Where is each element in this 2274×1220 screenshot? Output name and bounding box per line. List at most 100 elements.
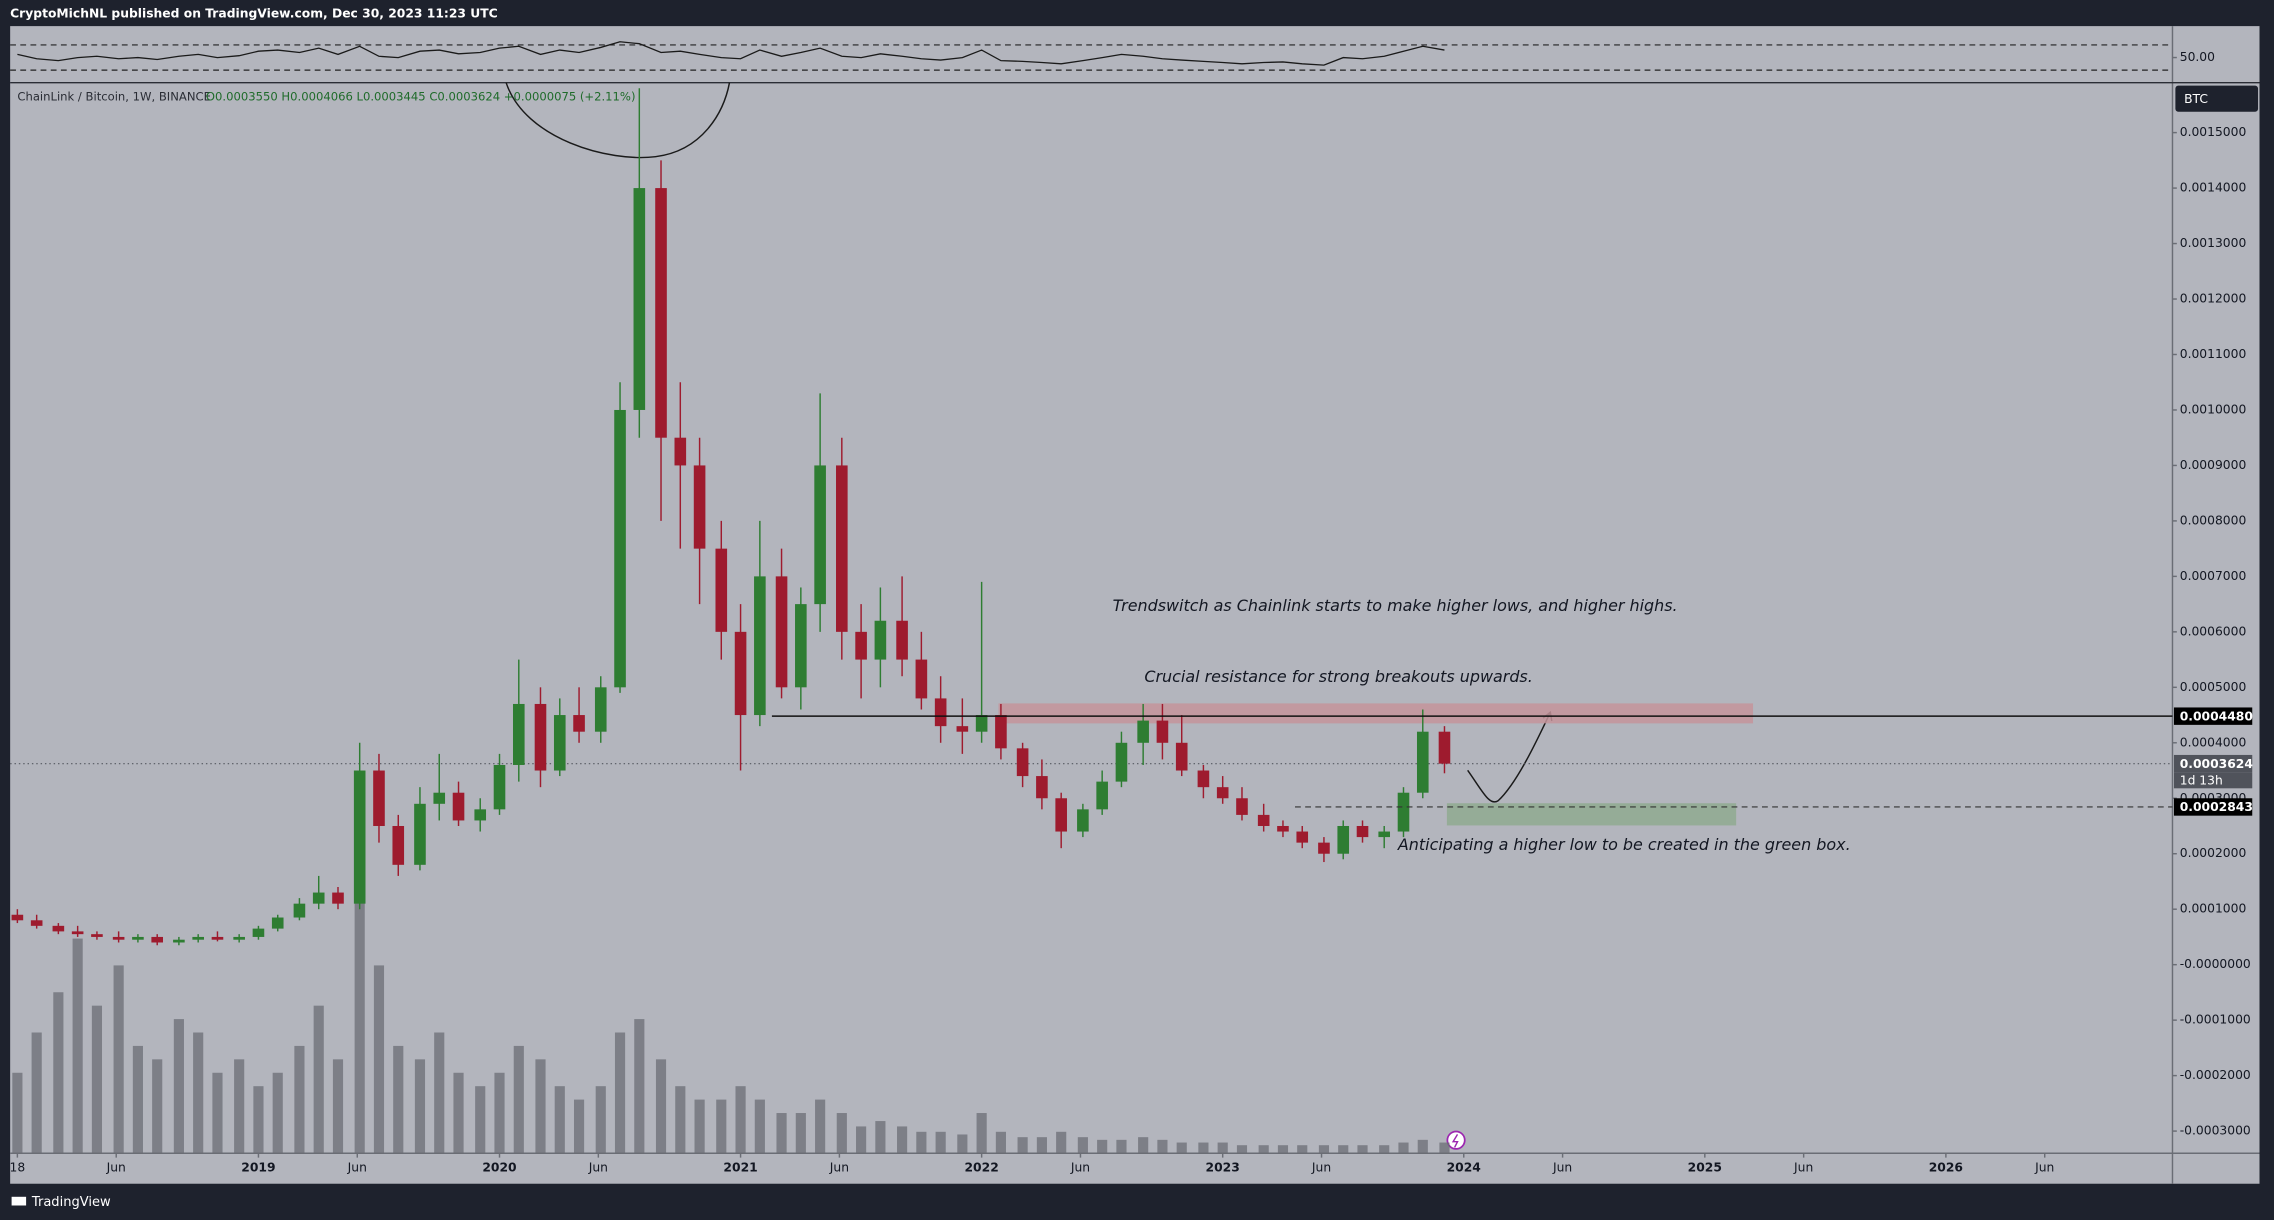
volume-bar bbox=[31, 1032, 42, 1154]
candle-body bbox=[995, 715, 1007, 749]
volume-bar bbox=[1116, 1139, 1127, 1154]
x-tick-label: 2022 bbox=[964, 1160, 998, 1174]
candle-body bbox=[252, 928, 265, 937]
candle-body bbox=[1416, 731, 1429, 793]
y-tick-label: 0.0010000 bbox=[2180, 402, 2247, 416]
y-tick-label: 0.0015000 bbox=[2180, 125, 2247, 139]
x-tick-label: 2019 bbox=[241, 1160, 275, 1174]
volume-bar bbox=[836, 1113, 847, 1154]
volume-bar bbox=[354, 884, 365, 1154]
candle-body bbox=[474, 809, 487, 821]
candle-body bbox=[1296, 831, 1309, 843]
y-tick-label: 0.0006000 bbox=[2180, 624, 2247, 638]
candle-body bbox=[594, 687, 607, 732]
zone bbox=[998, 703, 1754, 724]
candle-body bbox=[52, 925, 65, 932]
candle-body bbox=[1077, 809, 1089, 832]
candle-body bbox=[754, 576, 766, 716]
candle-body bbox=[1378, 831, 1391, 838]
x-tick-label: Jun bbox=[2034, 1160, 2054, 1174]
y-tick-label: 0.0001000 bbox=[2180, 902, 2247, 916]
volume-bar bbox=[173, 1019, 184, 1154]
y-tick-label: 0.0014000 bbox=[2180, 181, 2247, 195]
volume-bar bbox=[1157, 1139, 1168, 1154]
volume-bar bbox=[373, 965, 385, 1154]
event-icon[interactable] bbox=[1446, 1130, 1466, 1150]
volume-bar bbox=[1417, 1139, 1428, 1154]
candle-body bbox=[1318, 842, 1330, 854]
volume-bar bbox=[1198, 1142, 1209, 1154]
candle-body bbox=[775, 576, 788, 688]
y-tick-label: 0.0007000 bbox=[2180, 569, 2247, 583]
volume-bar bbox=[332, 1059, 344, 1154]
x-tick-label: 2021 bbox=[723, 1160, 757, 1174]
volume-bar bbox=[675, 1086, 686, 1154]
candle-body bbox=[512, 703, 525, 765]
volume-bar bbox=[212, 1072, 223, 1154]
candle-body bbox=[795, 604, 807, 688]
candle-body bbox=[452, 792, 465, 821]
annotation: Anticipating a higher low to be created … bbox=[1397, 835, 1851, 854]
candle-body bbox=[553, 715, 566, 771]
volume-bar bbox=[1036, 1137, 1047, 1154]
candle-body bbox=[734, 631, 747, 716]
candle-body bbox=[173, 939, 185, 943]
volume-bar bbox=[234, 1059, 245, 1154]
volume-bar bbox=[253, 1086, 264, 1154]
candle-body bbox=[30, 920, 43, 926]
volume-bar bbox=[475, 1086, 486, 1154]
y-tick-label: 0.0004000 bbox=[2180, 735, 2247, 749]
candle-body bbox=[192, 936, 204, 940]
candle-body bbox=[1055, 798, 1067, 832]
volume-bar bbox=[1176, 1142, 1187, 1154]
candle-body bbox=[1236, 798, 1248, 815]
volume-bar bbox=[716, 1099, 727, 1154]
candle-body bbox=[271, 917, 284, 929]
candle-body bbox=[874, 620, 887, 660]
volume-bar bbox=[91, 1005, 103, 1154]
chart-area bbox=[10, 26, 2260, 1184]
volume-bar bbox=[1398, 1142, 1409, 1154]
volume-bar bbox=[875, 1121, 886, 1154]
rsi-tick-label: 50.00 bbox=[2180, 50, 2215, 64]
x-tick-label: Jun bbox=[347, 1160, 367, 1174]
candle-body bbox=[655, 188, 667, 438]
volume-bar bbox=[957, 1134, 968, 1154]
candle-body bbox=[855, 631, 867, 660]
ohlc-legend: O0.0003550 H0.0004066 L0.0003445 C0.0003… bbox=[206, 90, 636, 104]
candle-body bbox=[332, 892, 344, 904]
rsi-line bbox=[17, 41, 1445, 66]
volume-bar bbox=[1077, 1137, 1088, 1154]
candle-body bbox=[211, 936, 224, 940]
volume-bar bbox=[53, 992, 64, 1154]
candle-body bbox=[493, 764, 506, 810]
volume-bar bbox=[1297, 1145, 1308, 1154]
candle-body bbox=[1175, 742, 1188, 771]
candle-body bbox=[91, 934, 103, 937]
volume-bar bbox=[313, 1005, 324, 1154]
candle-body bbox=[693, 465, 706, 549]
candle-body bbox=[573, 715, 585, 732]
candle-body bbox=[11, 914, 24, 921]
candle-body bbox=[956, 726, 969, 732]
zone bbox=[1446, 803, 1737, 826]
candle-body bbox=[633, 188, 646, 410]
countdown: 1d 13h bbox=[2180, 774, 2223, 788]
candle-body bbox=[1016, 748, 1029, 777]
volume-bar bbox=[554, 1086, 565, 1154]
volume-bar bbox=[735, 1086, 746, 1154]
volume-bar bbox=[1097, 1139, 1108, 1154]
x-tick-label: 18 bbox=[10, 1160, 26, 1174]
candle-body bbox=[233, 936, 245, 940]
volume-bar bbox=[272, 1072, 283, 1154]
x-tick-label: Jun bbox=[1311, 1160, 1331, 1174]
y-tick-label: -0.0000000 bbox=[2180, 957, 2251, 971]
volume-bar bbox=[152, 1059, 163, 1154]
candle-body bbox=[896, 620, 908, 660]
volume-bar bbox=[12, 1072, 23, 1154]
currency-label: BTC bbox=[2184, 92, 2208, 106]
candle-body bbox=[414, 803, 426, 865]
candle-body bbox=[373, 770, 385, 826]
candle-body bbox=[1438, 731, 1451, 764]
